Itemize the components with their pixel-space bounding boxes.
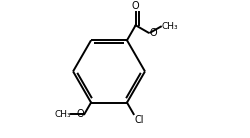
Text: Cl: Cl [134,115,144,125]
Text: O: O [132,1,140,11]
Text: CH₃: CH₃ [54,110,71,119]
Text: O: O [76,109,84,119]
Text: CH₃: CH₃ [162,22,178,31]
Text: O: O [149,28,157,38]
